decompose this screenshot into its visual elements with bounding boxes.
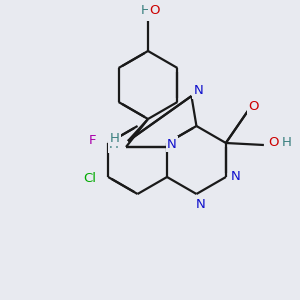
Text: O: O <box>249 100 259 112</box>
Text: Cl: Cl <box>84 172 97 185</box>
Text: H: H <box>110 131 120 145</box>
Text: N: N <box>167 137 177 151</box>
Text: N: N <box>231 170 241 184</box>
Text: N: N <box>196 197 205 211</box>
Text: H: H <box>282 136 292 149</box>
Text: H: H <box>141 4 151 17</box>
Text: F: F <box>88 134 96 148</box>
Text: N: N <box>194 85 203 98</box>
Text: O: O <box>150 4 160 17</box>
Text: H: H <box>109 139 119 152</box>
Text: O: O <box>268 136 279 149</box>
